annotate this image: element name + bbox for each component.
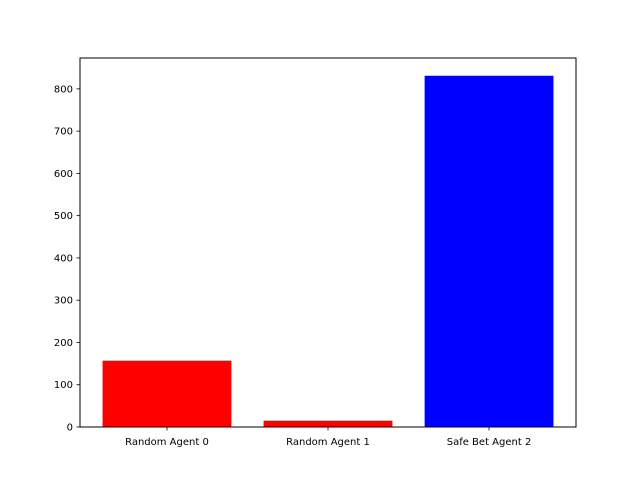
bar-random-agent-0 bbox=[102, 360, 232, 427]
y-tick-label: 200 bbox=[54, 338, 73, 349]
y-tick-label: 300 bbox=[54, 296, 73, 307]
y-tick-label: 100 bbox=[54, 380, 73, 391]
bar-safe-bet-agent-2 bbox=[424, 75, 554, 427]
y-tick-label: 600 bbox=[54, 169, 73, 180]
x-tick-label: Random Agent 1 bbox=[286, 437, 370, 448]
y-tick-label: 800 bbox=[54, 84, 73, 95]
y-tick-label: 0 bbox=[67, 423, 73, 434]
y-tick-label: 500 bbox=[54, 211, 73, 222]
y-tick-label: 400 bbox=[54, 253, 73, 264]
x-tick-label: Safe Bet Agent 2 bbox=[447, 437, 532, 448]
y-tick-label: 700 bbox=[54, 127, 73, 138]
x-tick-label: Random Agent 0 bbox=[125, 437, 209, 448]
y-axis: 0 100 200 300 400 500 600 700 800 bbox=[54, 84, 80, 434]
plot-frame bbox=[79, 57, 577, 428]
bars-layer bbox=[102, 75, 554, 427]
x-axis: Random Agent 0 Random Agent 1 Safe Bet Age… bbox=[125, 427, 531, 448]
bar-random-agent-1 bbox=[263, 420, 393, 427]
